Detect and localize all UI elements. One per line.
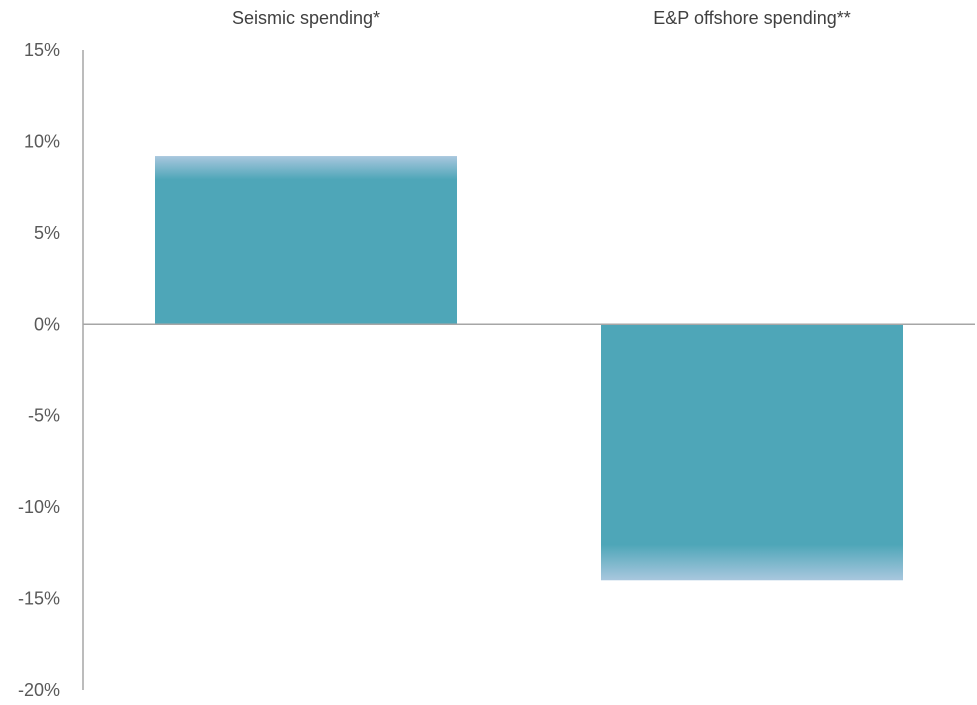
y-tick-label: 0% — [34, 314, 60, 334]
bar — [155, 156, 457, 325]
category-labels: Seismic spending* E&P offshore spending** — [232, 8, 851, 28]
y-axis-tick-labels: 15% 10% 5% 0% -5% -10% -15% -20% — [18, 40, 60, 700]
bar — [601, 324, 903, 581]
y-tick-label: -20% — [18, 680, 60, 700]
y-tick-label: 5% — [34, 223, 60, 243]
bars — [155, 156, 903, 581]
category-label: E&P offshore spending** — [653, 8, 850, 28]
y-tick-label: 10% — [24, 131, 60, 151]
y-tick-label: -10% — [18, 497, 60, 517]
y-tick-label: -5% — [28, 406, 60, 426]
y-tick-label: -15% — [18, 589, 60, 609]
y-tick-label: 15% — [24, 40, 60, 60]
category-label: Seismic spending* — [232, 8, 380, 28]
